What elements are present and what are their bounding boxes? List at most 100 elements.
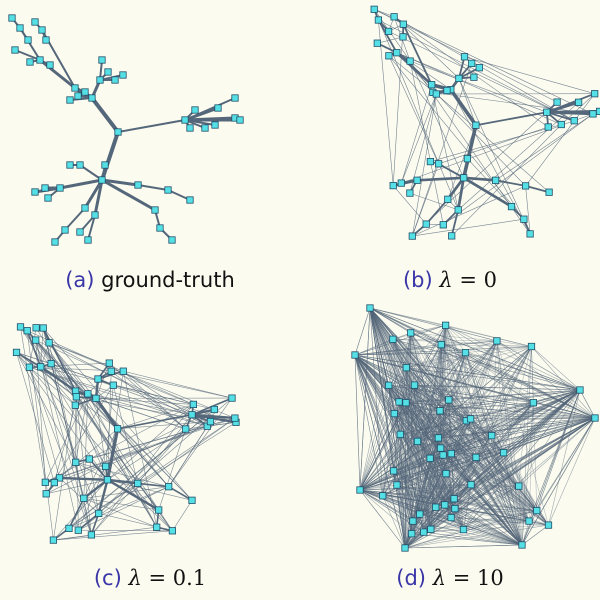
graph-edge	[429, 458, 538, 511]
graph-edge	[404, 402, 534, 549]
graph-edge	[42, 327, 157, 528]
graph-edge	[450, 453, 530, 522]
graph-edge	[496, 340, 549, 526]
graph-edge	[20, 326, 46, 483]
graph-node	[39, 324, 47, 332]
graph-edge	[59, 477, 99, 514]
graph-edge	[442, 418, 471, 456]
graph-edge	[412, 517, 452, 522]
graph-edge	[392, 339, 532, 347]
graph-edge	[359, 457, 477, 491]
graph-edge	[373, 9, 594, 115]
graph-edge	[419, 484, 472, 515]
graph-edge	[369, 307, 400, 403]
graph-edge	[410, 332, 467, 421]
graph-edge	[405, 402, 439, 439]
graph-edge	[359, 489, 464, 530]
graph-edge	[410, 332, 471, 420]
graph-edge	[453, 498, 538, 511]
graph-edge	[388, 385, 431, 459]
graph-edge	[417, 344, 442, 442]
graph-edge	[435, 485, 520, 508]
graph-edge	[396, 52, 562, 125]
graph-edge	[382, 441, 418, 497]
graph-edge	[35, 339, 79, 531]
graph-node	[134, 479, 142, 487]
graph-edge	[359, 435, 492, 491]
graph-edge	[394, 413, 596, 419]
graph-edge	[425, 198, 449, 226]
graph-edge	[531, 346, 538, 511]
graph-edge	[429, 458, 472, 485]
graph-edge	[388, 385, 441, 449]
graph-node	[98, 176, 106, 184]
graph-edge	[412, 520, 523, 546]
graph-edge	[405, 402, 549, 526]
graph-edge	[404, 346, 532, 549]
graph-edge	[388, 385, 456, 509]
graph-node	[94, 375, 102, 383]
graph-edge	[430, 340, 498, 530]
graph-edge	[445, 325, 532, 347]
graph-edge	[466, 420, 523, 546]
graph-edge	[445, 325, 464, 530]
graph-edge	[423, 437, 439, 533]
graph-edge	[560, 93, 596, 125]
graph-node	[71, 401, 79, 409]
graph-edge	[440, 447, 530, 522]
graph-edge	[440, 344, 446, 506]
graph-edge	[393, 441, 418, 472]
graph-edge	[87, 393, 193, 415]
graph-edge	[412, 454, 444, 522]
graph-edge	[398, 401, 467, 421]
graph-edge	[470, 389, 581, 420]
graph-edge	[394, 413, 406, 549]
graph-edge	[419, 510, 538, 515]
graph-edge	[440, 417, 596, 449]
graph-edge	[448, 399, 477, 458]
graph-edge	[450, 402, 534, 518]
graph-edge	[400, 434, 431, 459]
graph-edge	[414, 384, 596, 419]
graph-edge	[359, 489, 383, 497]
graph-edge	[445, 417, 596, 474]
graph-edge	[354, 354, 421, 515]
graph-node	[475, 64, 483, 72]
graph-edge	[411, 457, 477, 534]
graph-edge	[405, 402, 472, 485]
graph-edge	[388, 385, 452, 454]
graph-edge	[78, 486, 169, 531]
graph-edge	[183, 106, 220, 122]
graph-node	[66, 161, 74, 169]
graph-node	[61, 226, 69, 234]
graph-node	[436, 407, 444, 415]
graph-edge	[404, 485, 520, 549]
graph-edge	[442, 454, 452, 518]
graph-edge	[393, 470, 452, 518]
graph-edge	[354, 354, 581, 391]
graph-node	[397, 179, 405, 187]
graph-edge	[369, 307, 504, 453]
graph-node	[434, 160, 443, 168]
graph-edge	[393, 389, 581, 472]
graph-edge	[435, 452, 504, 508]
graph-edge	[354, 354, 455, 499]
graph-node	[460, 174, 468, 182]
graph-edge	[123, 370, 233, 399]
graph-edge	[419, 418, 471, 515]
graph-edge	[354, 354, 446, 506]
graph-node	[443, 86, 451, 95]
graph-edge	[398, 401, 471, 420]
graph-edge	[382, 485, 520, 497]
graph-edge	[369, 307, 523, 546]
graph-edge	[354, 354, 401, 435]
graph-edge	[388, 55, 525, 220]
graph-edge	[440, 344, 520, 487]
graph-edge	[438, 417, 596, 439]
graph-edge	[369, 307, 432, 530]
graph-edge	[453, 452, 504, 499]
graph-edge	[437, 162, 465, 179]
graph-edge	[419, 410, 441, 515]
graph-edge	[528, 389, 581, 522]
graph-edge	[406, 325, 446, 368]
